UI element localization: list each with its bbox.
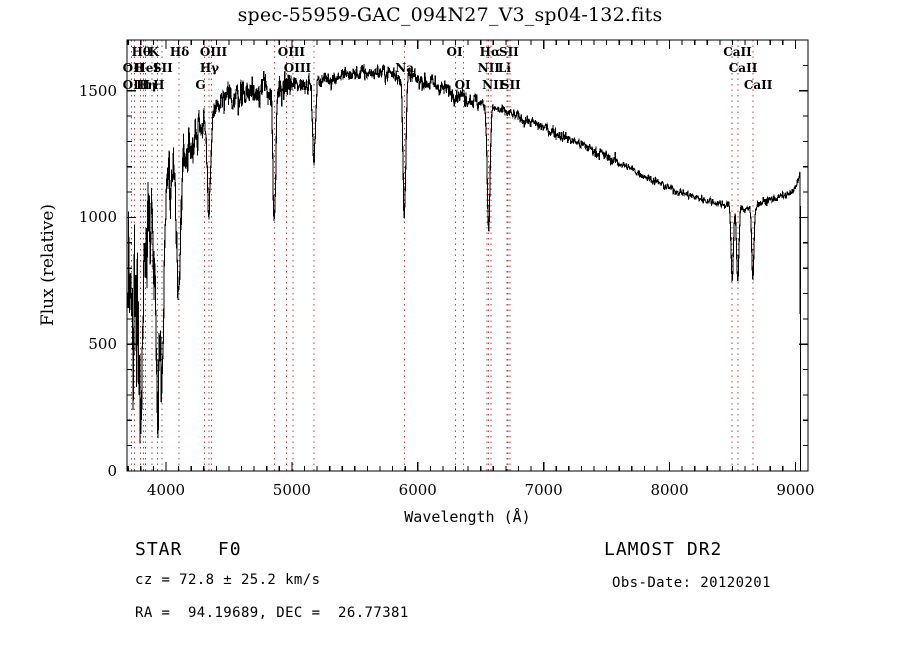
spectral-line-label: Hγ [199, 61, 220, 75]
spectral-line-label: OIII [277, 45, 306, 59]
axis-ticks [127, 39, 809, 472]
spectral-line-label: Na [395, 61, 415, 75]
spectral-line-label: SII [152, 61, 173, 75]
x-tick-label: 8000 [650, 481, 689, 499]
y-tick-label: 1500 [78, 81, 117, 100]
spectral-line-label: Li [497, 61, 511, 75]
x-tick-label: 7000 [524, 481, 563, 499]
spectral-line-label: OIII [283, 61, 312, 75]
spectral-line-label: K [148, 45, 160, 59]
axis-frame [126, 39, 809, 472]
spectral-line-label: HeI [134, 61, 159, 75]
x-tick-label: 4000 [146, 481, 186, 499]
x-tick-label: 9000 [776, 481, 815, 499]
x-axis-title: Wavelength (Å) [404, 508, 531, 526]
spectral-line-label: Hθ [131, 45, 151, 59]
spectrum-trace [127, 64, 801, 472]
y-tick-label: 500 [88, 335, 117, 354]
spectral-line-label: CaII [728, 61, 758, 75]
spectral-line-label: Hα [479, 45, 501, 59]
spectral-line-label: OI [446, 45, 463, 59]
spectral-line-label: CaII [723, 45, 752, 59]
spectral-line-label: G [195, 78, 206, 92]
x-tick-label: 5000 [272, 481, 311, 499]
observation-date: Obs-Date: 20120201 [612, 575, 771, 591]
page-title: spec-55959-GAC_094N27_V3_sp04-132.fits [237, 4, 663, 26]
x-tick-label: 6000 [398, 481, 437, 499]
spectral-line-label: SII [500, 78, 521, 92]
object-class: STAR F0 [135, 539, 242, 560]
survey-name: LAMOST DR2 [604, 539, 723, 560]
spectral-line-label: SII [498, 45, 519, 59]
gridlines [131, 40, 754, 471]
y-tick-label: 0 [107, 462, 117, 480]
spectral-line-label: Hδ [169, 45, 190, 59]
spectral-line-label: NII [477, 61, 500, 75]
y-axis-title: Flux (relative) [38, 203, 58, 327]
y-tick-label: 1000 [78, 208, 117, 227]
spectral-line-label: H [153, 78, 165, 92]
spectral-line-label: OI [454, 78, 471, 92]
spectral-line-label: OIII [122, 78, 150, 92]
coordinates: RA = 94.19689, DEC = 26.77381 [135, 605, 409, 621]
redshift-velocity: cz = 72.8 ± 25.2 km/s [135, 572, 321, 588]
spectral-line-label: OII [122, 61, 145, 75]
spectral-line-label: OIII [199, 45, 228, 59]
spectral-line-label: NII [482, 78, 505, 92]
spectral-line-label: Hη [136, 78, 157, 92]
spectral-line-label: CaII [743, 78, 773, 92]
